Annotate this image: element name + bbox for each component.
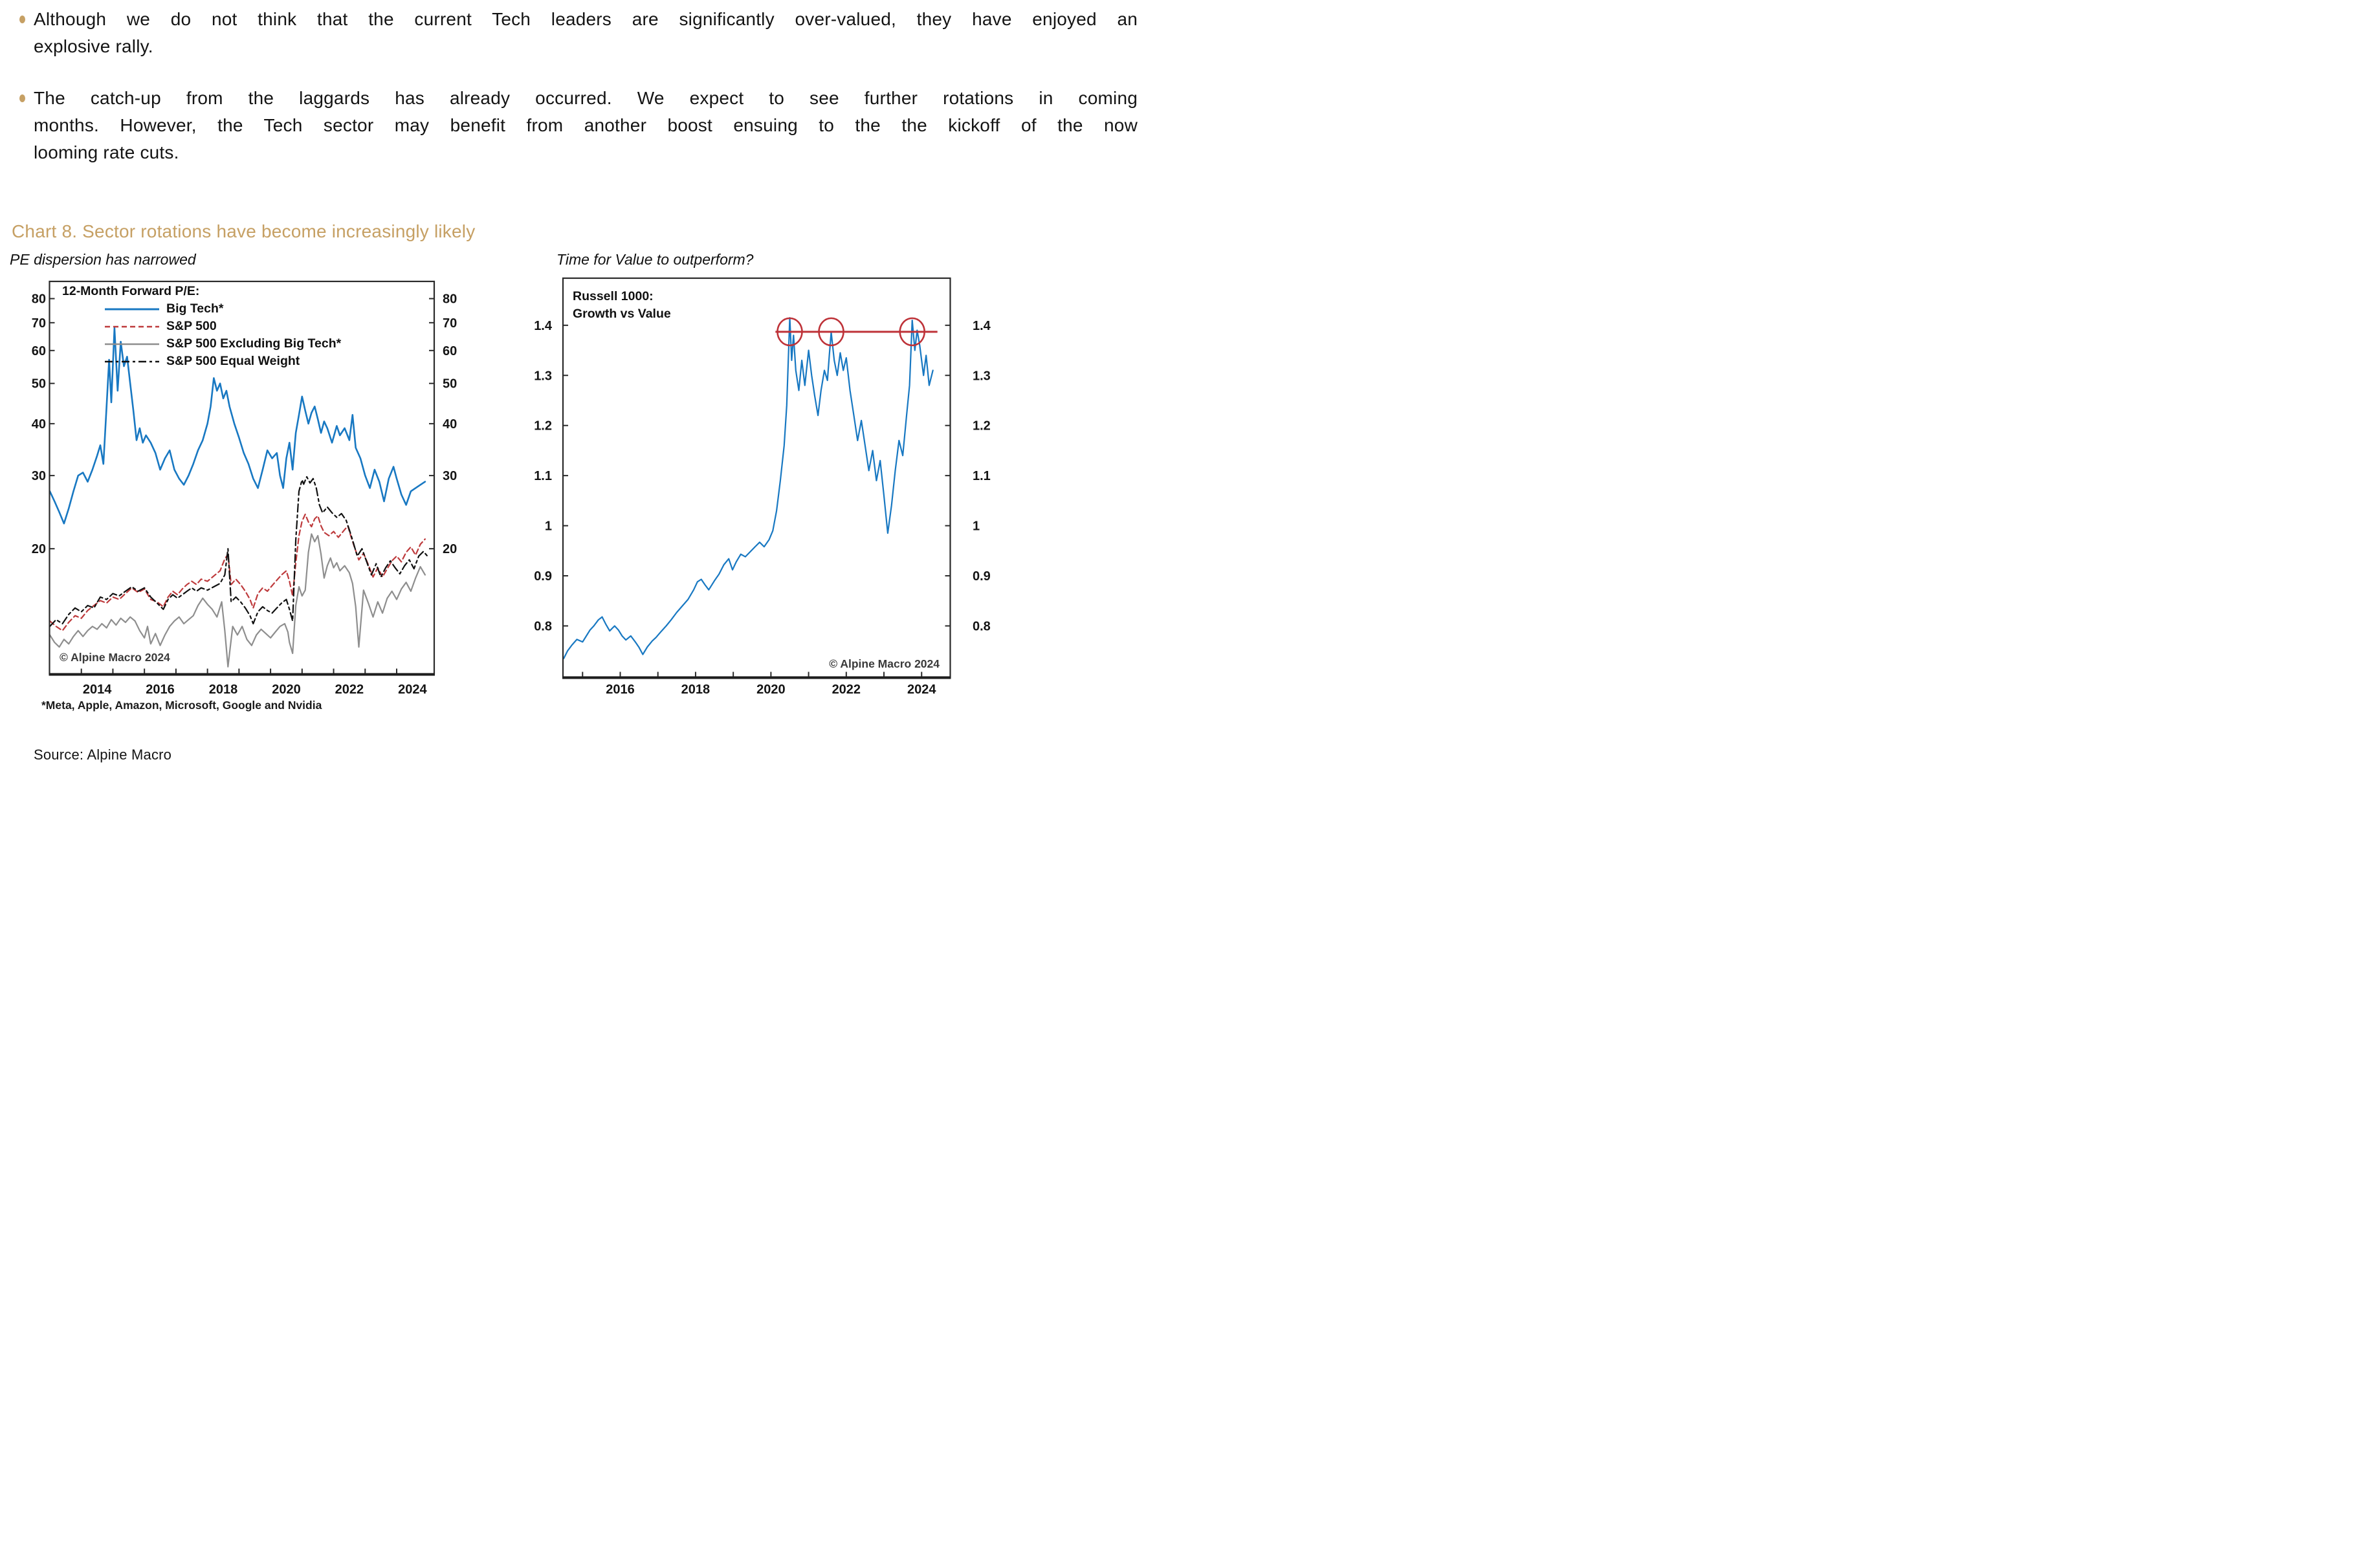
bullet-text: The catch-up from the laggards has alrea… (34, 88, 1138, 162)
svg-text:2020: 2020 (756, 683, 786, 697)
svg-text:2024: 2024 (907, 683, 936, 697)
svg-text:50: 50 (32, 377, 46, 391)
svg-text:2024: 2024 (398, 683, 427, 697)
right-chart-title-line2: Growth vs Value (573, 307, 671, 321)
right-chart-subtitle: Time for Value to outperform? (556, 251, 754, 268)
svg-text:2020: 2020 (272, 683, 301, 697)
svg-text:1.4: 1.4 (973, 319, 991, 333)
svg-text:1.2: 1.2 (534, 419, 552, 433)
legend-label: S&P 500 Equal Weight (166, 354, 300, 368)
legend-swatch (105, 308, 159, 310)
bullet-text: Although we do not think that the curren… (34, 9, 1138, 56)
svg-text:2016: 2016 (146, 683, 175, 697)
legend-item: S&P 500 Excluding Big Tech* (104, 335, 341, 353)
svg-text:20: 20 (443, 542, 457, 556)
svg-text:0.8: 0.8 (973, 620, 991, 634)
svg-text:1.2: 1.2 (973, 419, 991, 433)
bullet-dot (19, 16, 25, 23)
svg-text:1.3: 1.3 (534, 369, 552, 383)
svg-text:2022: 2022 (335, 683, 364, 697)
report-page: { "colors": { "accent_gold": "#C6A064", … (0, 0, 1190, 770)
svg-text:2018: 2018 (681, 683, 711, 697)
legend-item: S&P 500 (104, 318, 341, 335)
svg-text:1: 1 (545, 519, 552, 534)
legend-swatch (105, 343, 159, 345)
legend-swatch (105, 325, 159, 327)
svg-text:80: 80 (32, 292, 46, 307)
svg-text:70: 70 (32, 316, 46, 331)
bullet-item: The catch-up from the laggards has alrea… (19, 85, 1138, 166)
svg-text:30: 30 (443, 469, 457, 483)
svg-text:60: 60 (443, 344, 457, 358)
legend-item: S&P 500 Equal Weight (104, 353, 341, 370)
legend-label: S&P 500 Excluding Big Tech* (166, 336, 342, 351)
svg-text:0.8: 0.8 (534, 620, 552, 634)
svg-text:1.1: 1.1 (973, 469, 991, 483)
right-chart-title: Russell 1000: Growth vs Value (573, 288, 671, 323)
left-chart-title: 12-Month Forward P/E: (62, 284, 200, 298)
left-chart-legend: 12-Month Forward P/E: Big Tech* S&P 500 … (62, 283, 341, 370)
left-chart-copyright: © Alpine Macro 2024 (60, 651, 170, 664)
svg-text:2016: 2016 (606, 683, 635, 697)
svg-text:2014: 2014 (83, 683, 112, 697)
chart-footnote: *Meta, Apple, Amazon, Microsoft, Google … (41, 699, 322, 712)
svg-text:1.1: 1.1 (534, 469, 552, 483)
svg-text:70: 70 (443, 316, 457, 331)
bullet-dot (19, 94, 25, 102)
svg-text:2018: 2018 (209, 683, 238, 697)
svg-text:2022: 2022 (832, 683, 861, 697)
svg-text:50: 50 (443, 377, 457, 391)
source-line: Source: Alpine Macro (34, 747, 172, 763)
legend-swatch (105, 360, 159, 362)
svg-text:20: 20 (32, 542, 46, 556)
svg-text:0.9: 0.9 (973, 569, 991, 584)
bullet-item: Although we do not think that the curren… (19, 6, 1138, 60)
legend-label: S&P 500 (166, 319, 217, 333)
svg-text:40: 40 (443, 417, 457, 432)
svg-text:30: 30 (32, 469, 46, 483)
svg-text:60: 60 (32, 344, 46, 358)
svg-text:1: 1 (973, 519, 980, 534)
svg-text:1.3: 1.3 (973, 369, 991, 383)
section-title: Chart 8. Sector rotations have become in… (12, 221, 476, 241)
svg-text:0.9: 0.9 (534, 569, 552, 584)
legend-label: Big Tech* (166, 301, 224, 316)
svg-text:40: 40 (32, 417, 46, 432)
right-chart-title-line1: Russell 1000: (573, 289, 654, 303)
svg-text:80: 80 (443, 292, 457, 307)
legend-item: Big Tech* (104, 300, 341, 318)
left-chart-subtitle: PE dispersion has narrowed (10, 251, 196, 268)
svg-text:1.4: 1.4 (534, 319, 553, 333)
right-chart-copyright: © Alpine Macro 2024 (829, 657, 940, 670)
